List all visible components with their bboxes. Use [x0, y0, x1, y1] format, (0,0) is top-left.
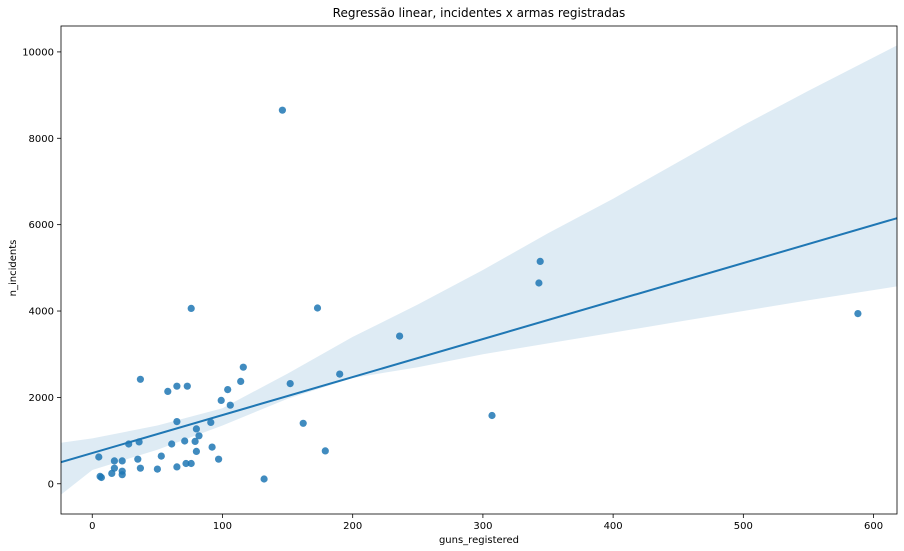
data-point	[173, 418, 181, 426]
data-point	[854, 310, 862, 318]
x-tick-label: 0	[89, 521, 95, 532]
data-point	[195, 432, 203, 440]
data-point	[173, 463, 181, 471]
data-point	[157, 452, 165, 460]
data-point	[183, 382, 191, 390]
confidence-band	[61, 45, 897, 495]
data-point	[164, 387, 172, 395]
x-tick-label: 300	[473, 521, 492, 532]
data-point	[208, 443, 216, 451]
axes: 0 100 200 300 400 500 600020004000600080001000…	[22, 25, 898, 532]
regression-line	[61, 217, 897, 464]
data-point	[191, 437, 199, 445]
data-point	[321, 447, 329, 455]
data-point	[97, 473, 105, 482]
data-point	[181, 437, 189, 445]
chart-title: Regressão linear, incidentes x armas reg…	[333, 6, 626, 20]
data-point	[260, 475, 268, 483]
data-point	[187, 304, 195, 312]
plot-frame	[60, 25, 898, 515]
data-point	[278, 106, 286, 114]
y-tick-label: 6000	[29, 220, 54, 231]
data-point	[118, 467, 126, 475]
data-point	[173, 382, 181, 390]
x-tick-label: 500	[734, 521, 753, 532]
data-point	[110, 457, 118, 465]
data-point	[396, 332, 404, 340]
data-point	[95, 453, 103, 461]
data-point	[187, 459, 195, 468]
data-point	[134, 455, 142, 463]
data-point	[336, 370, 344, 378]
data-point	[168, 440, 176, 448]
y-tick-label: 10000	[22, 47, 54, 58]
y-tick-label: 4000	[29, 307, 54, 318]
y-tick-label: 2000	[29, 393, 54, 404]
data-point	[286, 380, 294, 388]
x-tick-label: 200	[343, 521, 362, 532]
x-tick-label: 400	[604, 521, 623, 532]
data-point	[536, 257, 544, 265]
data-point	[299, 419, 307, 427]
plot-area	[61, 45, 897, 495]
data-point	[239, 363, 247, 371]
data-point	[182, 459, 190, 468]
data-point	[192, 447, 200, 455]
data-point	[136, 464, 144, 472]
data-point	[110, 464, 118, 472]
data-point	[215, 455, 223, 463]
y-tick-label: 0	[48, 479, 54, 490]
x-tick-label: 600	[864, 521, 883, 532]
y-axis-label: n_incidents	[8, 240, 19, 297]
x-axis-label: guns_registered	[439, 535, 519, 546]
y-tick-label: 8000	[29, 134, 54, 145]
data-point	[217, 396, 225, 404]
data-point	[153, 465, 161, 473]
data-point	[224, 386, 232, 394]
data-point	[207, 418, 215, 426]
data-point	[136, 375, 144, 383]
data-point	[535, 279, 543, 287]
data-point	[313, 304, 322, 312]
data-point	[192, 425, 200, 433]
data-point	[488, 411, 496, 420]
data-point	[226, 401, 234, 409]
x-tick-label: 100	[213, 521, 232, 532]
data-point	[237, 377, 245, 385]
data-point	[118, 457, 126, 465]
